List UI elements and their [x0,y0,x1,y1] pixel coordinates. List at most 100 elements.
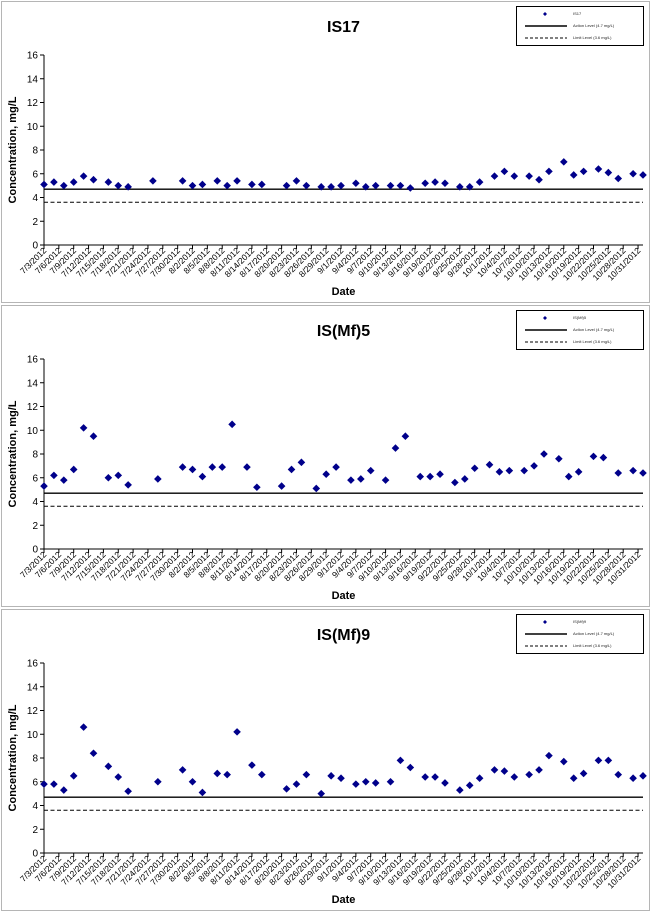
data-point [79,723,88,731]
data-point [589,452,598,461]
chart-panel-1: IS17 0 2 4 6 8 10 12 14 16 Concentration, mg/L 7/3/… [1,1,650,303]
data-point [213,177,222,185]
x-axis-label: Date [332,286,356,298]
data-point [540,450,548,458]
data-point [421,773,429,781]
data-point [124,183,132,191]
x-axis-label: Date [332,894,356,906]
data-point [475,178,484,186]
data-point [555,454,563,463]
data-point [510,773,519,781]
data-point [535,175,543,184]
data-point [406,763,415,772]
y-tick-label: 8 [32,146,38,157]
data-point [248,180,256,189]
data-point [287,465,296,474]
data-point [406,184,415,192]
data-point [347,476,355,484]
legend-entry-limit-level: Limit Level (3.6 mg/L) [521,641,641,651]
legend-solid-line-icon [521,21,569,31]
data-point [545,751,553,760]
data-point [629,774,637,782]
data-point [208,463,217,471]
data-point [317,183,326,191]
data-point [495,468,504,476]
data-point [386,181,395,190]
legend-label: Limit Level (3.6 mg/L) [573,339,612,344]
data-point [79,172,88,180]
data-point [50,471,58,480]
x-axis-label: Date [332,590,356,602]
data-point [198,180,207,189]
y-tick-label: 8 [32,450,38,461]
data-point [332,463,340,471]
y-tick-label: 6 [32,777,38,788]
data-point [114,471,123,480]
data-point [248,761,256,769]
data-point [451,478,459,487]
data-point [431,178,439,186]
y-axis-label: Concentration, mg/L [7,704,19,811]
data-point [569,171,578,179]
y-tick-label: 2 [32,521,38,532]
legend-solid-line-icon [521,629,569,639]
data-point [124,481,132,489]
data-point [198,472,207,481]
data-point [277,482,286,490]
chart-panel-3: IS(Mf)9 0 2 4 6 8 10 12 14 16 Concentration, mg/L 7… [1,609,650,911]
data-point [79,424,88,432]
data-point [525,770,533,779]
data-point [188,777,197,786]
data-point [490,766,499,774]
data-point [50,178,58,186]
data-point [396,181,405,190]
data-point [69,465,78,474]
data-point [352,179,360,188]
legend-label: Limit Level (3.6 mg/L) [573,35,612,40]
data-point [282,785,291,793]
data-point [178,766,187,774]
data-point [188,465,197,474]
data-point [505,466,514,475]
data-point [213,769,222,778]
data-point [594,756,603,765]
data-point [69,178,78,186]
legend-entry-series: IS(Mf)5 [521,313,641,323]
data-point [361,183,370,191]
data-point [366,466,375,475]
data-point [510,172,519,180]
legend-label: IS(Mf)5 [573,315,587,320]
data-point [223,770,231,779]
data-point [258,180,266,189]
data-point [114,181,123,190]
data-point [60,181,68,190]
data-point [357,475,365,483]
data-point [456,786,464,794]
y-tick-label: 12 [27,706,39,717]
legend-solid-line-icon [521,325,569,335]
legend-dashed-line-icon [521,33,569,43]
data-point [470,464,479,473]
data-point [361,777,370,786]
y-axis-label: Concentration, mg/L [7,400,19,507]
data-point [465,781,474,790]
data-point [441,779,449,787]
data-point [322,470,330,478]
legend-entry-limit-level: Limit Level (3.6 mg/L) [521,337,641,347]
data-point [490,172,499,180]
data-point [525,172,533,180]
data-point [223,181,231,190]
data-point [574,468,583,476]
y-tick-label: 10 [27,122,39,133]
y-tick-label: 10 [27,426,39,437]
y-tick-label: 16 [27,355,39,366]
data-point [337,774,345,782]
y-tick-label: 0 [32,849,38,860]
data-point [178,463,187,471]
y-tick-label: 2 [32,825,38,836]
data-point [69,772,78,780]
data-point [371,779,380,787]
data-point [114,773,123,781]
